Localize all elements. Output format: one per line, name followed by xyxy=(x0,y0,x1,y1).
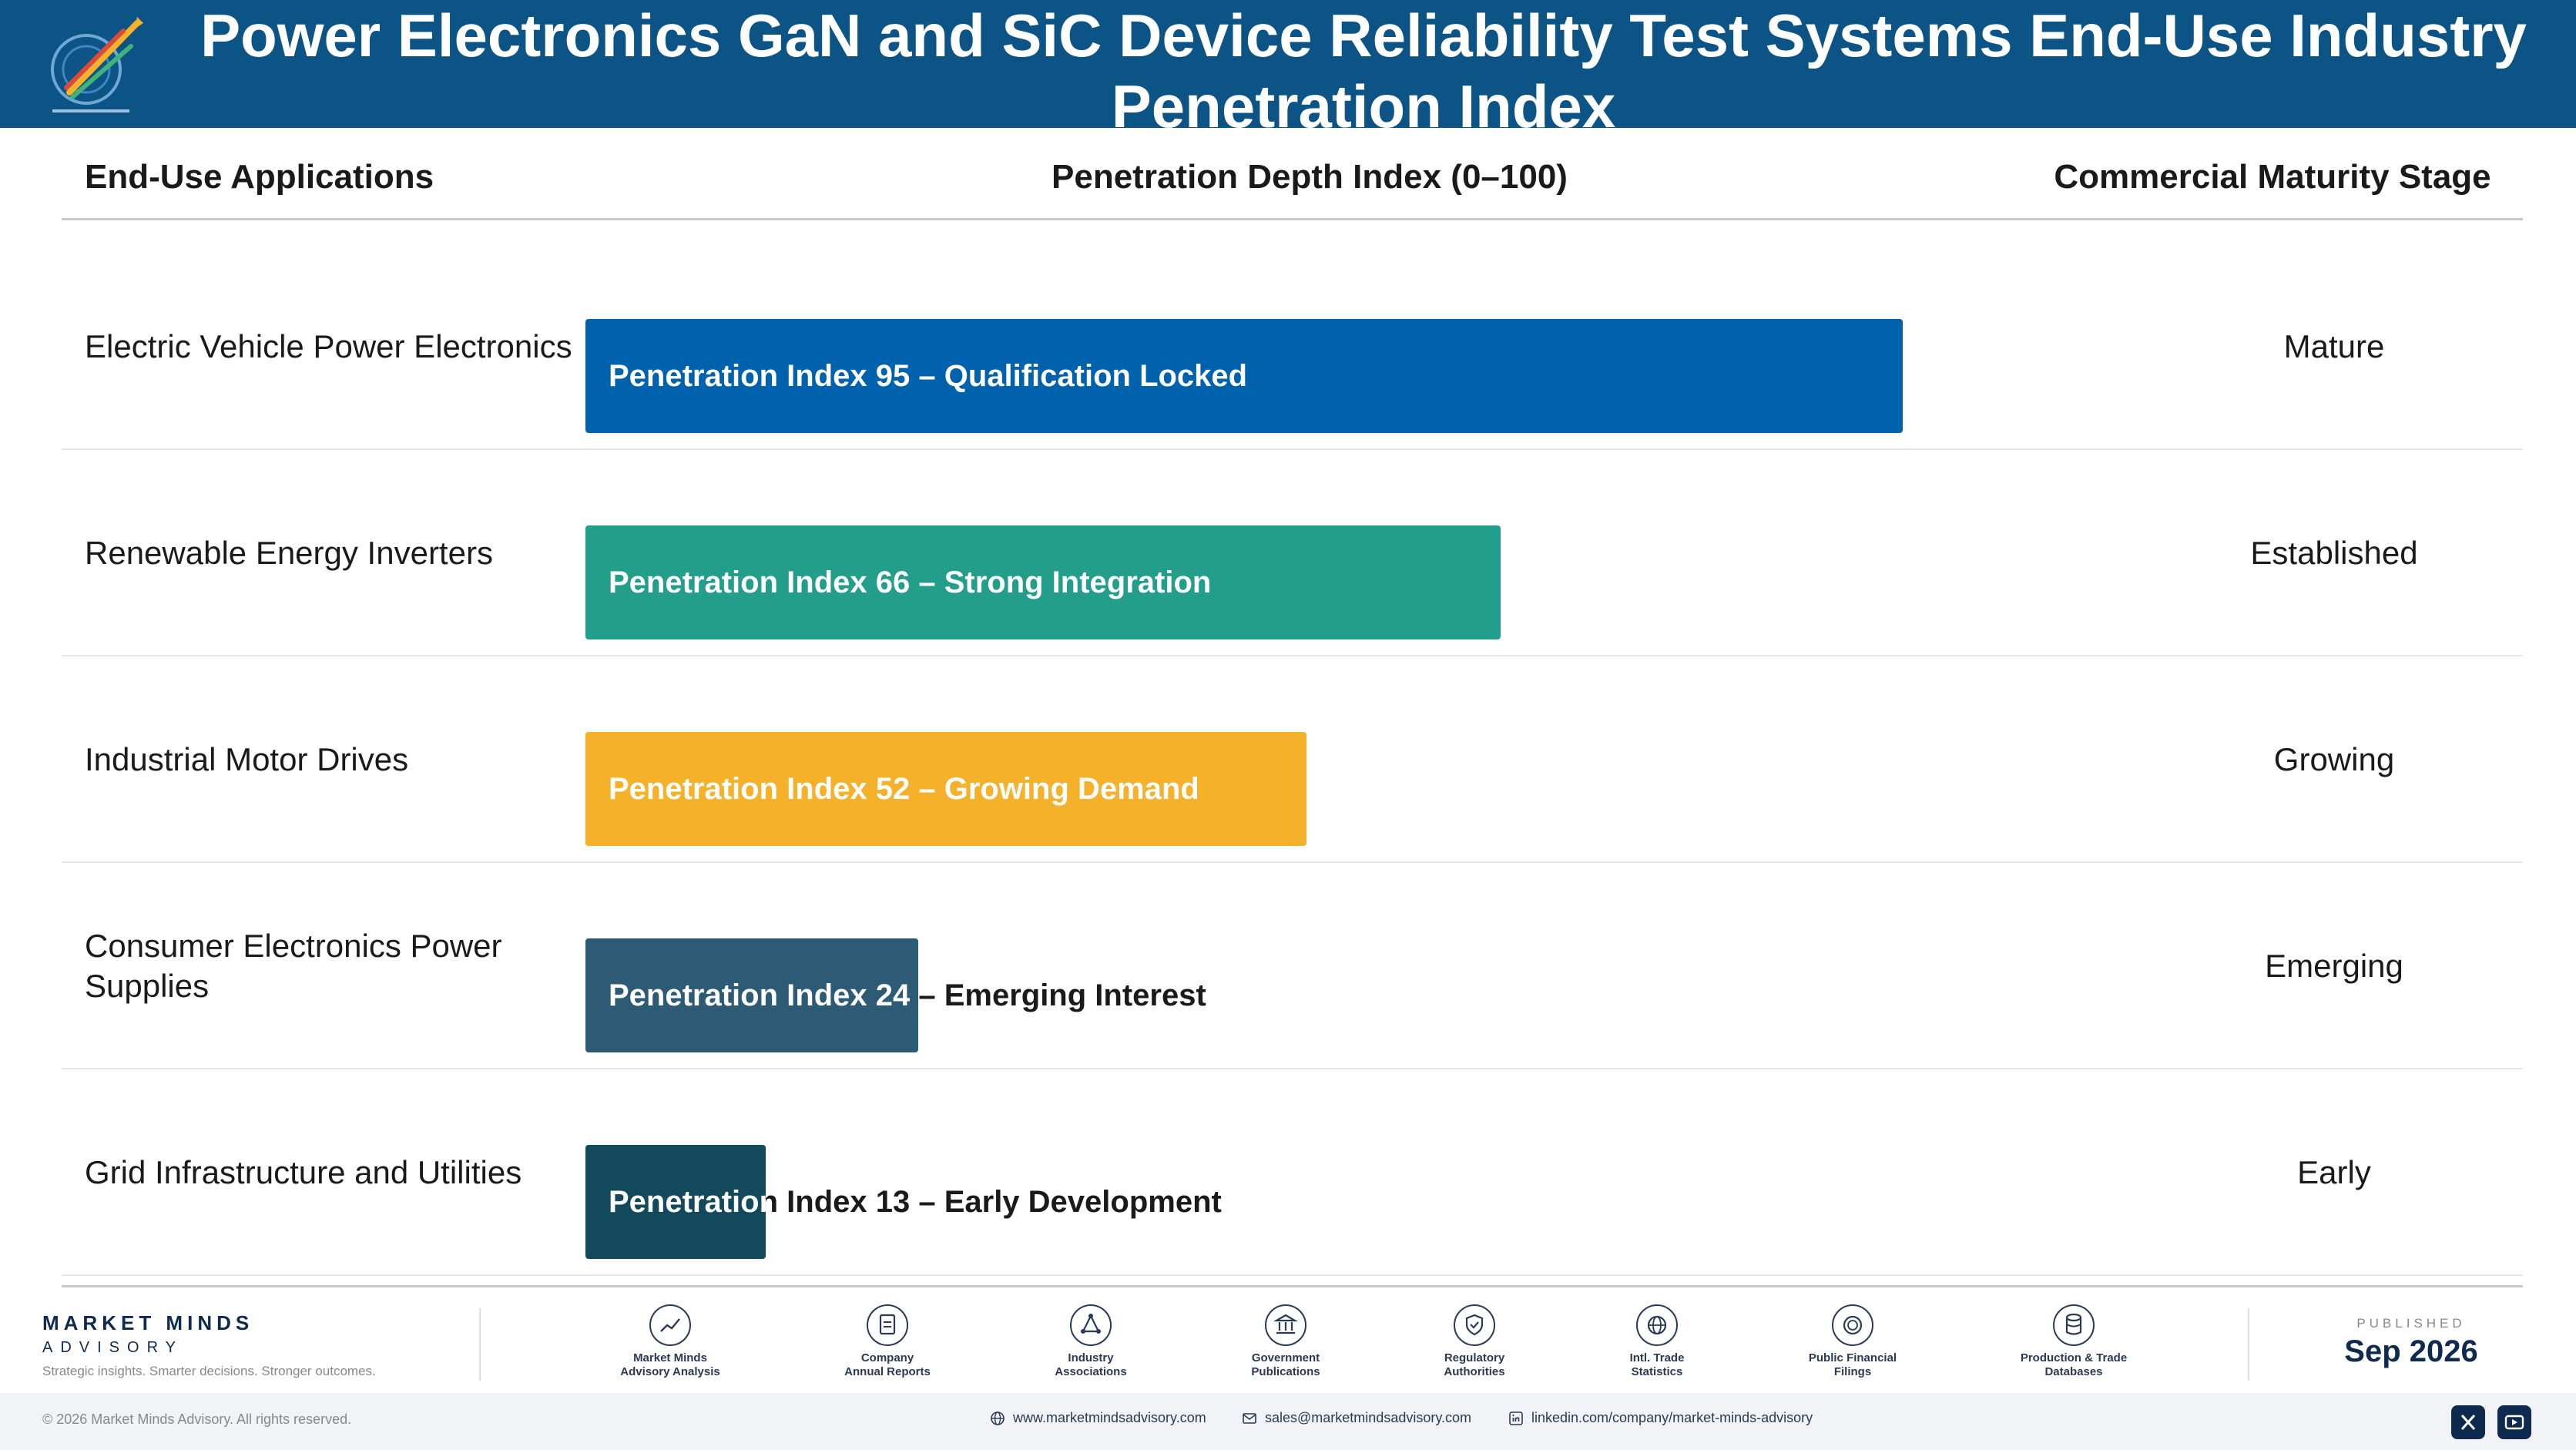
play-icon xyxy=(2504,1415,2524,1430)
category-label: Electric Vehicle Power Electronics xyxy=(85,328,572,364)
brand-subtitle: ADVISORY xyxy=(42,1339,183,1356)
globe-icon xyxy=(991,1411,1005,1425)
source-label: Intl. Trade Statistics xyxy=(1629,1351,1685,1378)
maturity-stage: Early xyxy=(2297,1154,2371,1190)
source-label: Production & Trade Databases xyxy=(2020,1351,2128,1378)
bar xyxy=(585,1145,766,1259)
website-text: www.marketmindsadvisory.com xyxy=(1013,1410,1206,1425)
globe-icon xyxy=(1636,1304,1678,1346)
x-social-button[interactable] xyxy=(2451,1405,2485,1439)
shield-icon xyxy=(1454,1304,1495,1346)
linkedin-link[interactable]: linkedin.com/company/market-minds-adviso… xyxy=(1508,1410,1813,1426)
bar xyxy=(585,732,1306,846)
footer-top: MARKET MINDS ADVISORY Strategic insights… xyxy=(0,1294,2576,1393)
linkedin-icon xyxy=(1509,1411,1523,1425)
chart-row: Grid Infrastructure and Utilities Penetra… xyxy=(62,1069,2523,1276)
bar-data-label: Penetration Index 66 – Strong Integratio… xyxy=(609,525,1211,639)
coin-icon xyxy=(1832,1304,1873,1346)
chart-bottom-divider xyxy=(62,1285,2523,1287)
row-divider xyxy=(62,1068,2523,1069)
chart-row: Renewable Energy Inverters Penetration In… xyxy=(62,450,2523,656)
maturity-stage: Established xyxy=(2250,535,2418,571)
bar xyxy=(585,525,1501,639)
source-item: Regulatory Authorities xyxy=(1401,1304,1548,1379)
source-item: Intl. Trade Statistics xyxy=(1584,1304,1730,1379)
page-title: Power Electronics GaN and SiC Device Rel… xyxy=(200,2,2527,128)
column-header-application: End-Use Applications xyxy=(85,158,434,196)
maturity-stage: Emerging xyxy=(2265,948,2403,984)
row-divider xyxy=(62,655,2523,656)
source-item: Company Annual Reports xyxy=(814,1304,961,1379)
bar xyxy=(585,938,918,1052)
source-label: Industry Associations xyxy=(1055,1351,1127,1378)
database-icon xyxy=(2053,1304,2095,1346)
footer: MARKET MINDS ADVISORY Strategic insights… xyxy=(0,1294,2576,1450)
brand-tagline: Strategic insights. Smarter decisions. S… xyxy=(42,1364,376,1378)
footer-divider xyxy=(479,1308,481,1381)
bar-data-label: Penetration Index 95 – Qualification Loc… xyxy=(609,319,1247,433)
footer-bar: © 2026 Market Minds Advisory. All rights… xyxy=(0,1393,2576,1450)
bar-data-label: Penetration Index 52 – Growing Demand xyxy=(609,732,1199,846)
mail-icon xyxy=(1243,1412,1256,1424)
source-item: Industry Associations xyxy=(1018,1304,1164,1379)
source-label: Market Minds Advisory Analysis xyxy=(620,1351,720,1378)
youtube-social-button[interactable] xyxy=(2497,1405,2531,1439)
column-header-stage: Commercial Maturity Stage xyxy=(2054,158,2491,196)
source-item: Production & Trade Databases xyxy=(2001,1304,2147,1379)
logo-icon xyxy=(51,17,143,112)
footer-divider xyxy=(2248,1308,2249,1381)
published-date: Sep 2026 xyxy=(2344,1334,2478,1368)
chart-row: Industrial Motor Drives Penetration Index… xyxy=(62,656,2523,863)
chart-row: Electric Vehicle Power Electronics Penetr… xyxy=(62,243,2523,450)
source-label: Regulatory Authorities xyxy=(1444,1351,1505,1378)
category-label: Grid Infrastructure and Utilities xyxy=(85,1154,522,1190)
source-item: Market Minds Advisory Analysis xyxy=(597,1304,743,1379)
network-icon xyxy=(1070,1304,1112,1346)
bank-icon xyxy=(1265,1304,1306,1346)
published-label: PUBLISHED xyxy=(2356,1316,2466,1331)
email-text: sales@marketmindsadvisory.com xyxy=(1265,1410,1472,1425)
email-link[interactable]: sales@marketmindsadvisory.com xyxy=(1242,1410,1471,1426)
column-header-depth: Penetration Depth Index (0–100) xyxy=(1052,158,1568,196)
chart-row: Consumer Electronics Power Supplies Penet… xyxy=(62,863,2523,1069)
header-divider xyxy=(62,218,2523,220)
bar-data-label: Penetration Index 13 – Early Development xyxy=(609,1145,1222,1259)
brand-name: MARKET MINDS xyxy=(42,1311,254,1334)
linkedin-text: linkedin.com/company/market-minds-adviso… xyxy=(1531,1410,1813,1425)
category-label: Renewable Energy Inverters xyxy=(85,535,493,571)
header-banner: Power Electronics GaN and SiC Device Rel… xyxy=(0,0,2576,128)
x-icon xyxy=(2460,1415,2476,1430)
source-item: Government Publications xyxy=(1213,1304,1359,1379)
category-label: Consumer Electronics Power Supplies xyxy=(85,928,502,1004)
bar-data-label: Penetration Index 24 – Emerging Interest xyxy=(609,938,1206,1052)
source-item: Public Financial Filings xyxy=(1779,1304,1926,1379)
maturity-stage: Mature xyxy=(2283,328,2385,364)
maturity-stage: Growing xyxy=(2273,741,2395,777)
copyright: © 2026 Market Minds Advisory. All rights… xyxy=(42,1411,352,1427)
source-label: Government Publications xyxy=(1251,1351,1320,1378)
source-label: Public Financial Filings xyxy=(1808,1351,1897,1378)
source-label: Company Annual Reports xyxy=(844,1351,931,1378)
row-divider xyxy=(62,1274,2523,1276)
category-label: Industrial Motor Drives xyxy=(85,741,409,777)
website-link[interactable]: www.marketmindsadvisory.com xyxy=(990,1410,1206,1426)
document-icon xyxy=(867,1304,908,1346)
bar xyxy=(585,319,1903,433)
row-divider xyxy=(62,448,2523,450)
row-divider xyxy=(62,861,2523,863)
trend-icon xyxy=(649,1304,691,1346)
